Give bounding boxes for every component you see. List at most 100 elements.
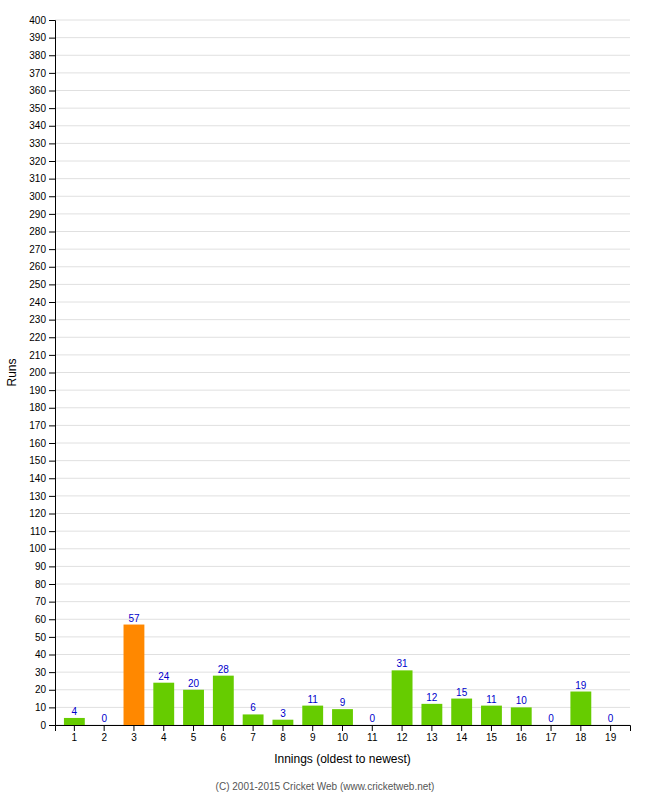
grid-line [55, 37, 630, 38]
tick-mark [193, 725, 194, 731]
tick-label: 2 [101, 732, 107, 743]
tick-label: 160 [29, 438, 46, 449]
tick-label: 15 [486, 732, 498, 743]
tick-label: 9 [310, 732, 316, 743]
bar [94, 725, 115, 726]
grid-line [55, 55, 630, 56]
tick: 210 [29, 350, 55, 361]
tick: 12 [397, 725, 409, 743]
tick: 60 [35, 614, 55, 625]
grid-line [55, 495, 630, 496]
tick-label: 1 [72, 732, 78, 743]
tick-mark [610, 725, 611, 731]
grid-line [55, 354, 630, 355]
tick: 390 [29, 32, 55, 43]
tick: 2 [101, 725, 107, 743]
tick: 40 [35, 649, 55, 660]
tick-mark [49, 725, 55, 726]
grid-line [55, 460, 630, 461]
footer: (C) 2001-2015 Cricket Web (www.cricketwe… [216, 781, 435, 792]
tick-mark [49, 214, 55, 215]
data-label: 11 [486, 694, 497, 705]
grid-line [55, 161, 630, 162]
tick-label: 210 [29, 350, 46, 361]
tick-label: 110 [30, 526, 46, 537]
grid-line [55, 478, 630, 479]
tick-mark [74, 725, 75, 731]
tick-mark [49, 602, 55, 603]
tick-mark [49, 408, 55, 409]
grid-line [55, 213, 630, 214]
tick-label: 250 [29, 279, 46, 290]
data-label: 0 [370, 713, 376, 724]
tick-label: 5 [191, 732, 197, 743]
bar [392, 670, 413, 725]
bar [362, 725, 383, 726]
tick-mark [49, 531, 55, 532]
tick: 19 [605, 725, 617, 743]
tick-label: 220 [29, 332, 46, 343]
axis-line [49, 21, 56, 726]
tick-mark [49, 126, 55, 127]
tick: 320 [29, 156, 55, 167]
tick-label: 390 [29, 32, 46, 43]
tick-mark [49, 179, 55, 180]
tick: 18 [575, 725, 587, 743]
grid-line [55, 601, 630, 602]
tick-mark [551, 725, 552, 731]
grid-line [55, 231, 630, 232]
data-label: 4 [72, 706, 78, 717]
grid-line [55, 619, 630, 620]
tick-label: 230 [29, 314, 46, 325]
tick: 340 [29, 120, 55, 131]
tick-mark [49, 619, 55, 620]
tick-mark [49, 637, 55, 638]
tick: 50 [35, 632, 55, 643]
tick-mark [49, 196, 55, 197]
tick: 20 [35, 684, 55, 695]
bar [541, 725, 562, 726]
grid-line [55, 566, 630, 567]
tick: 190 [29, 385, 55, 396]
tick: 110 [30, 526, 55, 537]
tick-label: 14 [456, 732, 468, 743]
data-label: 28 [218, 664, 230, 675]
tick: 15 [486, 725, 498, 743]
data-label: 57 [128, 613, 140, 624]
bars [64, 625, 591, 725]
tick: 16 [516, 725, 528, 743]
tick: 5 [191, 725, 197, 743]
tick-label: 360 [29, 85, 46, 96]
tick-label: 340 [29, 120, 46, 131]
bar [64, 718, 85, 725]
tick-mark [133, 725, 134, 731]
tick-mark [253, 725, 254, 731]
bar [332, 709, 353, 725]
grid-line [55, 266, 630, 267]
tick: 380 [29, 50, 55, 61]
bar [153, 683, 174, 725]
bar [183, 690, 204, 725]
tick: 80 [35, 579, 55, 590]
tick: 160 [29, 438, 55, 449]
tick: 13 [426, 725, 438, 743]
tick-label: 13 [426, 732, 438, 743]
data-label: 6 [250, 702, 256, 713]
tick: 130 [29, 491, 55, 502]
tick-mark [49, 38, 55, 39]
data-label: 12 [426, 692, 438, 703]
tick-mark [49, 284, 55, 285]
grid-line [55, 125, 630, 126]
tick-mark [163, 725, 164, 731]
data-label: 0 [101, 713, 107, 724]
tick-label: 4 [161, 732, 167, 743]
grid-line [55, 249, 630, 250]
grid-line [55, 20, 630, 21]
tick-mark [223, 725, 224, 731]
data-label: 15 [456, 687, 468, 698]
tick-mark [49, 73, 55, 74]
tick-label: 320 [29, 156, 46, 167]
tick-label: 7 [250, 732, 256, 743]
tick: 360 [29, 85, 55, 96]
tick-mark [49, 514, 55, 515]
